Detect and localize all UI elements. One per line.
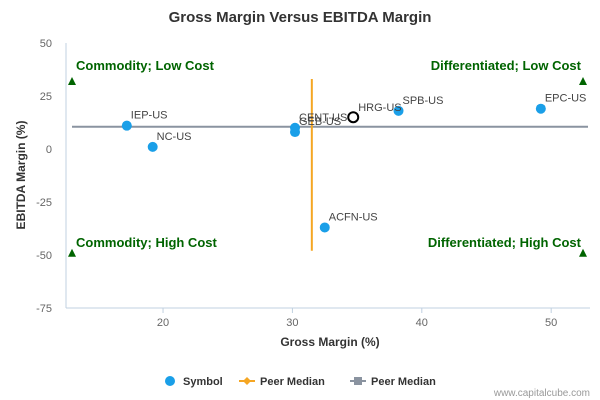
data-point xyxy=(319,222,330,233)
data-point xyxy=(147,141,158,152)
data-point-label: NC-US xyxy=(157,131,192,143)
quadrant-label-top-left: Commodity; Low Cost xyxy=(76,58,215,73)
x-tick-label: 20 xyxy=(157,317,169,329)
y-axis-label: EBITDA Margin (%) xyxy=(14,121,28,230)
data-point-label: IEP-US xyxy=(131,110,168,122)
y-tick-label: -50 xyxy=(36,250,52,262)
legend-label: Peer Median xyxy=(260,376,325,388)
data-point-label: SPB-US xyxy=(403,95,444,107)
y-tick-label: -75 xyxy=(36,303,52,315)
data-point xyxy=(290,127,301,138)
data-point xyxy=(535,103,546,114)
x-axis-label: Gross Margin (%) xyxy=(280,335,379,349)
data-point xyxy=(393,105,404,116)
quadrant-marker-top-left xyxy=(68,77,76,86)
data-point xyxy=(121,120,132,131)
x-tick-label: 50 xyxy=(545,317,557,329)
y-tick-label: 50 xyxy=(40,38,52,50)
legend: Symbol Peer Median Peer Median xyxy=(165,376,436,388)
plot-area: 20 30 40 50 50 25 0 -25 -50 -75 Commodity; Low Cos… xyxy=(36,38,590,329)
legend-symbol-marker xyxy=(165,376,175,386)
y-tick-label: -25 xyxy=(36,197,52,209)
data-point-label: GEB-US xyxy=(299,116,341,128)
source-credit: www.capitalcube.com xyxy=(493,388,590,399)
quadrant-marker-bottom-right xyxy=(579,248,587,257)
legend-label: Symbol xyxy=(183,376,223,388)
legend-peer-median-marker xyxy=(243,377,251,385)
quadrant-label-bottom-left: Commodity; High Cost xyxy=(76,235,217,250)
x-tick-label: 40 xyxy=(416,317,428,329)
quadrant-label-bottom-right: Differentiated; High Cost xyxy=(428,235,582,250)
data-point-label: ACFN-US xyxy=(329,211,378,223)
y-tick-label: 25 xyxy=(40,91,52,103)
highlight-point-label: HRG-US xyxy=(358,102,401,114)
highlight-point xyxy=(347,111,360,124)
y-tick-label: 0 xyxy=(46,144,52,156)
quadrant-marker-top-right xyxy=(579,77,587,86)
quadrant-marker-bottom-left xyxy=(68,248,76,257)
data-point-label: EPC-US xyxy=(545,93,587,105)
data-point-label: CENT-US xyxy=(299,112,347,124)
legend-peer-median-marker xyxy=(354,377,362,385)
chart-title: Gross Margin Versus EBITDA Margin xyxy=(169,9,432,26)
x-tick-label: 30 xyxy=(286,317,298,329)
quadrant-label-top-right: Differentiated; Low Cost xyxy=(431,58,582,73)
legend-label: Peer Median xyxy=(371,376,436,388)
